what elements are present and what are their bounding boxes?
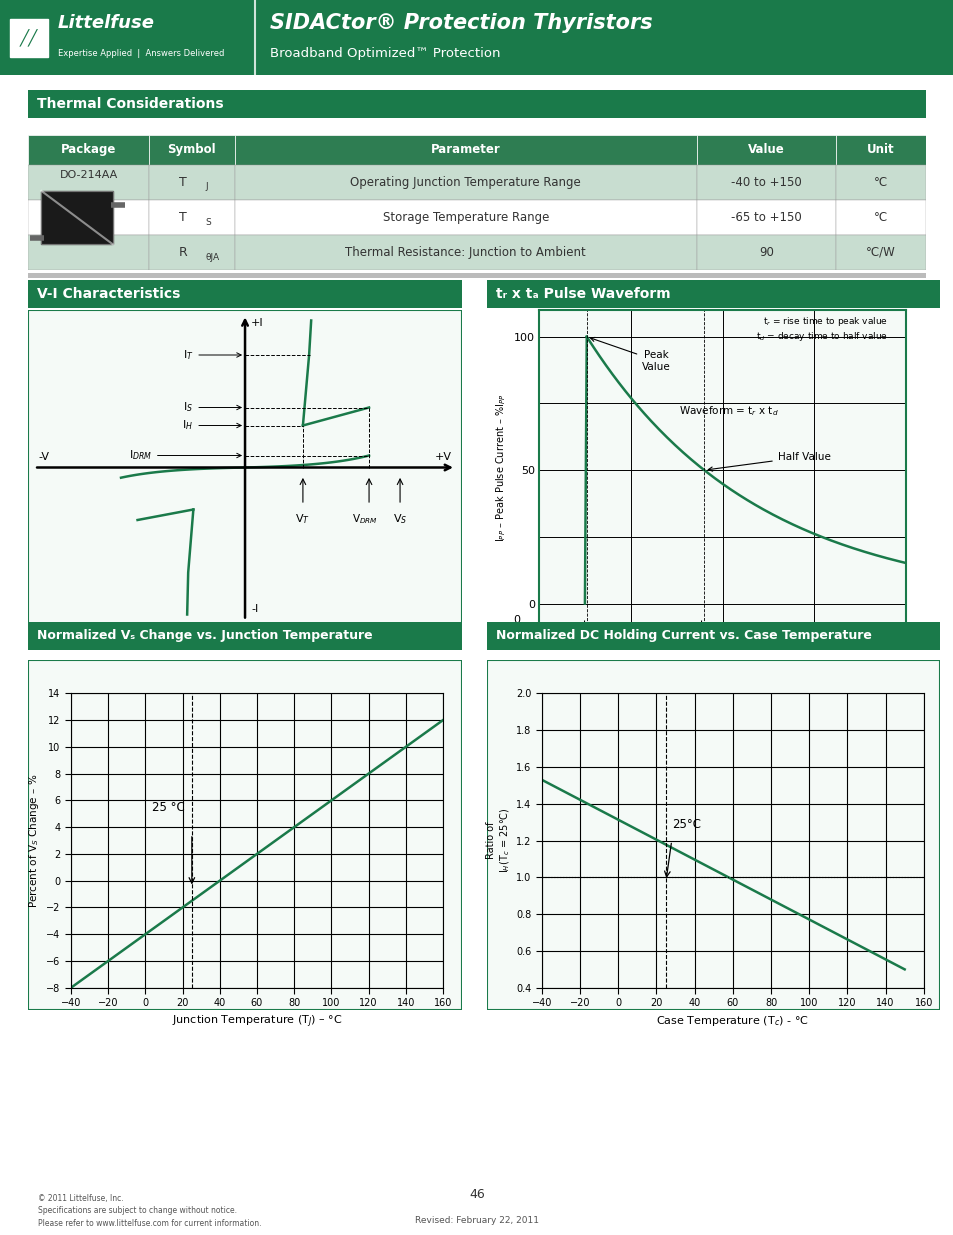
Bar (836, 164, 925, 200)
Bar (836, 135, 925, 164)
Bar (234, 200, 697, 235)
Bar (697, 200, 836, 235)
Bar (697, 135, 836, 164)
Text: θJA: θJA (205, 253, 219, 262)
Text: S: S (205, 217, 211, 226)
Text: V-I Characteristics: V-I Characteristics (36, 287, 180, 301)
Text: Peak
Value: Peak Value (590, 337, 670, 372)
Text: 90: 90 (759, 246, 773, 259)
Bar (234, 235, 697, 270)
Text: tᵣ x tₐ Pulse Waveform: tᵣ x tₐ Pulse Waveform (496, 287, 670, 301)
Bar (28, 164, 149, 200)
Bar (697, 235, 836, 270)
Bar (41, 191, 112, 245)
Text: © 2011 Littelfuse, Inc.
Specifications are subject to change without notice.
Ple: © 2011 Littelfuse, Inc. Specifications a… (37, 1194, 261, 1228)
Bar (836, 235, 925, 270)
Bar (28, 235, 149, 270)
Y-axis label: Percent of V$_S$ Change – %: Percent of V$_S$ Change – % (27, 773, 41, 908)
Text: Littelfuse: Littelfuse (58, 14, 154, 32)
Text: Expertise Applied  |  Answers Delivered: Expertise Applied | Answers Delivered (58, 48, 224, 58)
Text: J: J (205, 183, 208, 191)
Bar (10, 19, 48, 57)
Text: I$_{DRM}$: I$_{DRM}$ (129, 448, 241, 462)
Text: DO-214AA: DO-214AA (59, 169, 117, 179)
Text: Normalized DC Holding Current vs. Case Temperature: Normalized DC Holding Current vs. Case T… (496, 630, 871, 642)
Text: Revised: February 22, 2011: Revised: February 22, 2011 (415, 1215, 538, 1225)
Text: Symbol: Symbol (168, 143, 216, 157)
Bar (149, 235, 234, 270)
Bar (234, 164, 697, 200)
Text: +V: +V (435, 452, 452, 462)
Text: Unit: Unit (866, 143, 894, 157)
X-axis label: Junction Temperature (T$_J$) – °C: Junction Temperature (T$_J$) – °C (172, 1014, 342, 1030)
Text: °C: °C (873, 175, 887, 189)
Text: ╱╱: ╱╱ (20, 30, 38, 47)
Text: 46: 46 (469, 1188, 484, 1202)
Text: Half Value: Half Value (707, 452, 830, 471)
Bar (234, 135, 697, 164)
Text: I$_S$: I$_S$ (183, 400, 241, 415)
Text: Thermal Resistance: Junction to Ambient: Thermal Resistance: Junction to Ambient (345, 246, 585, 259)
Bar (836, 200, 925, 235)
Text: Broadband Optimized™ Protection: Broadband Optimized™ Protection (270, 47, 500, 59)
Bar (28, 310, 461, 625)
Bar (28, 200, 149, 235)
Text: +I: +I (251, 317, 264, 327)
X-axis label: Case Temperature (T$_c$) - °C: Case Temperature (T$_c$) - °C (656, 1014, 808, 1028)
Bar (149, 135, 234, 164)
Text: 25 °C: 25 °C (152, 800, 184, 814)
Text: -V: -V (38, 452, 50, 462)
Bar (28, 135, 149, 164)
Bar (41, 191, 112, 245)
Text: °C: °C (873, 211, 887, 224)
Text: Parameter: Parameter (431, 143, 500, 157)
Text: Package: Package (61, 143, 116, 157)
Text: -40 to +150: -40 to +150 (730, 175, 801, 189)
Text: Waveform = t$_r$ x t$_d$: Waveform = t$_r$ x t$_d$ (678, 405, 778, 419)
Text: 0: 0 (513, 615, 520, 625)
Text: R: R (178, 246, 187, 259)
Text: T: T (179, 175, 187, 189)
Text: Value: Value (747, 143, 784, 157)
Text: I$_H$: I$_H$ (182, 419, 241, 432)
Text: Operating Junction Temperature Range: Operating Junction Temperature Range (350, 175, 580, 189)
Text: V$_{DRM}$: V$_{DRM}$ (352, 513, 377, 526)
Text: Normalized Vₛ Change vs. Junction Temperature: Normalized Vₛ Change vs. Junction Temper… (36, 630, 372, 642)
Text: 25°C: 25°C (671, 819, 700, 831)
Text: °C/W: °C/W (865, 246, 895, 259)
Text: I$_T$: I$_T$ (183, 348, 241, 362)
Text: t$_r$: t$_r$ (581, 619, 591, 632)
Bar (149, 164, 234, 200)
Text: Storage Temperature Range: Storage Temperature Range (382, 211, 548, 224)
Bar (697, 164, 836, 200)
Text: V$_T$: V$_T$ (295, 513, 310, 526)
Text: V$_S$: V$_S$ (393, 513, 407, 526)
Text: t$_r$ = rise time to peak value
t$_d$ = decay time to half value: t$_r$ = rise time to peak value t$_d$ = … (755, 315, 887, 343)
Text: SIDACtor® Protection Thyristors: SIDACtor® Protection Thyristors (270, 14, 652, 33)
Text: t$_d$: t$_d$ (698, 619, 709, 632)
Y-axis label: I$_{PP}$ – Peak Pulse Current – %I$_{PP}$: I$_{PP}$ – Peak Pulse Current – %I$_{PP}… (494, 393, 508, 542)
Y-axis label: Ratio of
I$_H$(T$_c$ = 25°C): Ratio of I$_H$(T$_c$ = 25°C) (486, 808, 512, 873)
Text: Thermal Considerations: Thermal Considerations (37, 98, 223, 111)
Text: -I: -I (251, 604, 258, 615)
Bar (149, 200, 234, 235)
Text: T: T (179, 211, 187, 224)
Text: -65 to +150: -65 to +150 (730, 211, 801, 224)
